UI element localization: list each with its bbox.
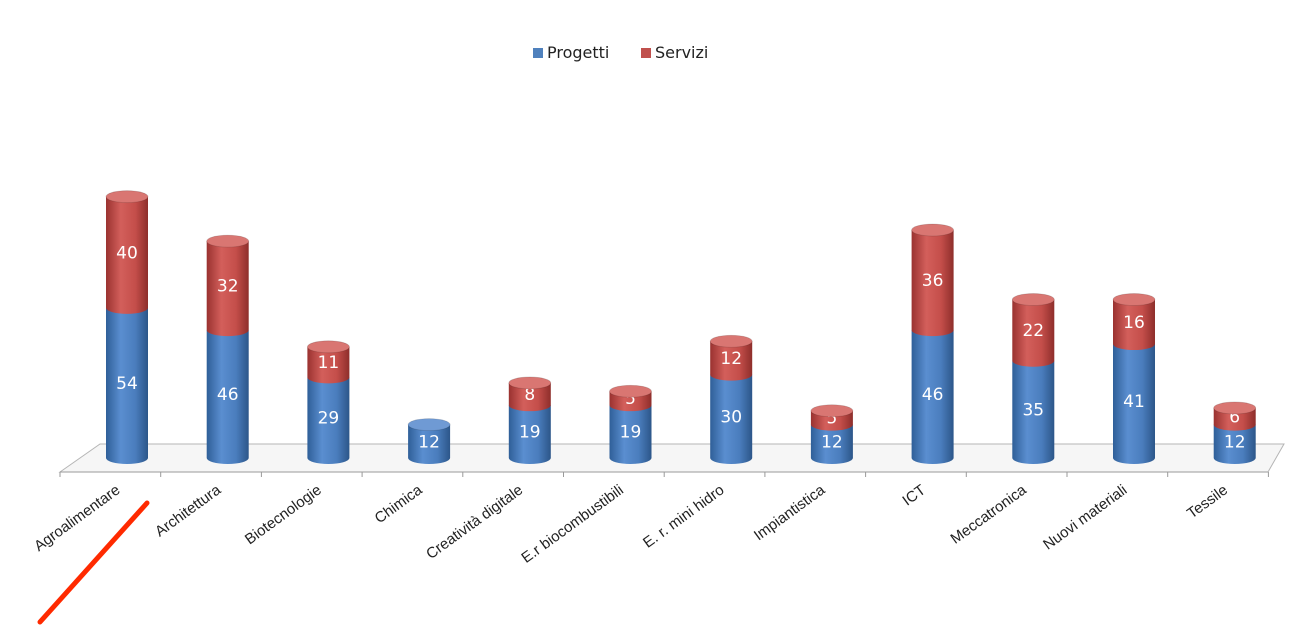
bar-segment-progetti	[609, 405, 652, 464]
bar-segment-servizi	[1113, 299, 1155, 351]
x-tick-label: Meccatronica	[947, 481, 1030, 548]
bar-value-label: 12	[720, 349, 742, 369]
bar-value-label: 11	[318, 353, 340, 373]
bar-cap	[810, 404, 854, 418]
x-tick-label: E.r biocombustibili	[518, 481, 626, 566]
bar-stack: 126	[1213, 401, 1257, 464]
bar-cap	[105, 190, 149, 204]
bar-value-label: 54	[116, 374, 138, 394]
x-tick-label: Impiantistica	[751, 481, 829, 544]
bar-segment-progetti	[206, 330, 249, 464]
bar-segment-progetti	[1113, 344, 1155, 464]
bar-segment-progetti	[710, 374, 753, 464]
x-tick-label: Chimica	[372, 481, 426, 527]
bar-cap	[709, 334, 753, 348]
chart-floor	[58, 443, 1285, 477]
bar-value-label: 6	[1229, 407, 1240, 427]
bar-segment-progetti	[911, 330, 954, 464]
bar-segment-servizi	[307, 346, 350, 384]
annotation-layer	[37, 500, 150, 625]
bar-value-label: 41	[1123, 392, 1145, 412]
legend-swatch-servizi	[641, 48, 651, 58]
bar-value-label: 46	[922, 385, 944, 405]
bar-segment-progetti	[307, 377, 350, 464]
legend-label-progetti: Progetti	[547, 43, 609, 62]
bar-segment-servizi	[508, 382, 551, 412]
bar-cap	[407, 418, 451, 432]
x-tick-label: Architettura	[152, 481, 225, 540]
bar-value-label: 19	[620, 423, 642, 443]
bar-value-label: 16	[1123, 313, 1145, 333]
bar-stack: 125	[810, 404, 854, 464]
bar-segment-progetti	[810, 424, 853, 464]
bar-value-label: 5	[826, 409, 837, 429]
bar-cap	[306, 340, 350, 354]
legend-swatch-progetti	[533, 48, 543, 58]
bar-value-label: 30	[720, 407, 742, 427]
bar-segment-servizi	[106, 196, 148, 314]
bar-segment-servizi	[1213, 407, 1256, 431]
bar-stack: 19 8	[508, 376, 552, 464]
bar-segment-progetti	[1012, 360, 1055, 465]
bar-cap	[1213, 401, 1257, 415]
bar-stack: 46 36	[911, 223, 954, 464]
bar-segment-servizi	[206, 241, 249, 337]
bar-value-label: 12	[418, 432, 440, 452]
bar-value-label: 22	[1022, 321, 1044, 341]
bar-value-label: 35	[1022, 400, 1044, 420]
x-tick-label: ICT	[899, 481, 929, 509]
bar-segment-progetti	[408, 424, 451, 464]
bar-stack: 12	[407, 418, 451, 464]
bar-cap	[508, 376, 552, 390]
x-tick-label: Tessile	[1184, 481, 1231, 522]
bar-stack: 29 11	[306, 340, 350, 464]
bar-value-label: 5	[625, 389, 636, 409]
bar-stack: 35 22	[1011, 293, 1055, 465]
legend: Progetti Servizi	[533, 43, 708, 62]
bar-value-label: 46	[217, 385, 239, 405]
bar-value-label: 12	[1224, 432, 1246, 452]
x-tick-label: Biotecnologie	[242, 481, 325, 548]
bar-stack: 54 40	[105, 190, 149, 464]
highlight-annotation-line	[37, 500, 150, 625]
bar-cap	[1011, 293, 1055, 306]
bar-cap	[206, 234, 250, 248]
x-tick-label: Creatività digitale	[423, 481, 526, 562]
bar-stack: 30 12	[709, 334, 753, 464]
bar-segment-progetti	[106, 307, 148, 464]
x-axis-labels: Agroalimentare Architettura Biotecnologie C…	[31, 481, 1231, 567]
bar-cap	[1112, 293, 1156, 306]
bar-cap	[609, 384, 652, 398]
x-tick-label: E. r. mini hidro	[640, 481, 728, 551]
bar-value-label: 12	[821, 432, 843, 452]
legend-label-servizi: Servizi	[655, 43, 708, 62]
bar-stack: 19 5	[609, 384, 652, 464]
bar-value-label: 8	[524, 385, 535, 405]
bar-cap	[911, 223, 954, 237]
bar-value-label: 32	[217, 277, 239, 297]
bar-segment-servizi	[911, 230, 954, 337]
bar-value-label: 36	[922, 271, 944, 291]
bar-stack: 41 16	[1112, 293, 1156, 464]
bar-segment-servizi	[1012, 299, 1055, 367]
bar-value-label: 40	[116, 243, 138, 263]
bar-segment-progetti	[1213, 424, 1256, 464]
x-tick-label: Nuovi materiali	[1040, 481, 1130, 553]
bar-stack: 46 32	[206, 234, 250, 464]
bar-value-label: 29	[318, 409, 340, 429]
bar-segment-progetti	[508, 405, 551, 464]
bar-value-label: 19	[519, 423, 541, 443]
bar-segment-servizi	[710, 341, 753, 381]
